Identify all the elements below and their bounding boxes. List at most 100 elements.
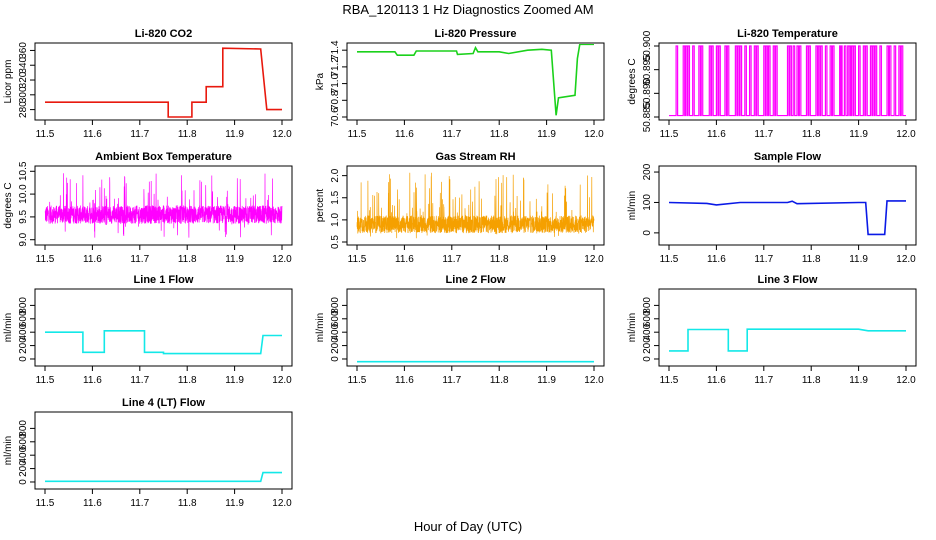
y-axis-label: degrees C [627, 58, 638, 104]
panel-title: Li-820 Temperature [737, 28, 838, 40]
y-tick-label: 70.6 [330, 107, 341, 127]
series-line [669, 45, 906, 117]
figure-x-label: Hour of Day (UTC) [414, 519, 522, 534]
x-tick-label: 11.9 [537, 254, 556, 265]
x-tick-label: 11.5 [348, 375, 367, 386]
x-tick-label: 11.7 [754, 254, 773, 265]
series-line [45, 47, 282, 118]
x-tick-label: 11.7 [130, 129, 149, 140]
x-tick-label: 11.7 [754, 129, 773, 140]
x-tick-label: 11.9 [849, 375, 868, 386]
y-tick-label: 71.4 [330, 40, 341, 60]
y-tick-label: 70.8 [330, 90, 341, 110]
x-tick-label: 11.7 [130, 375, 149, 386]
y-axis-label: ml/min [3, 313, 14, 342]
y-axis-label: ml/min [627, 313, 638, 342]
panel-4: Ambient Box Temperature degrees C 11.5 11.6… [3, 151, 293, 265]
plot-frame [34, 411, 293, 490]
series-group [45, 330, 282, 355]
plot-frame [346, 42, 605, 121]
x-tick-label: 11.8 [802, 375, 821, 386]
x-tick-label: 11.8 [490, 129, 509, 140]
x-tick-label: 12.0 [272, 254, 292, 265]
y-tick-label: 0 [330, 356, 341, 362]
y-tick-label: 360 [18, 42, 29, 59]
series-line [357, 44, 594, 116]
y-tick-label: 300 [18, 86, 29, 103]
x-tick-label: 11.5 [660, 129, 679, 140]
x-tick-label: 11.6 [395, 375, 414, 386]
y-tick-label: 400 [18, 446, 29, 463]
y-tick-label: 0 [18, 356, 29, 362]
panel-5: Gas Stream RH percent 11.5 11.6 11.7 11.8 11.9… [315, 151, 605, 265]
x-tick-label: 11.6 [707, 375, 726, 386]
panel-10: Line 4 (LT) Flow ml/min 11.5 11.6 11.7 11.8 11… [3, 397, 293, 509]
y-tick-label: 2.0 [330, 168, 341, 182]
y-tick-label: 200 [18, 460, 29, 477]
x-tick-label: 11.6 [707, 129, 726, 140]
y-tick-label: 320 [18, 71, 29, 88]
y-tick-label: 0 [642, 356, 653, 362]
series-group [45, 471, 282, 483]
figure-title: RBA_120113 1 Hz Diagnostics Zoomed AM [342, 2, 593, 17]
x-tick-label: 11.7 [442, 254, 461, 265]
x-tick-label: 11.9 [225, 375, 244, 386]
y-axis-label: ml/min [627, 191, 638, 220]
series-group [668, 200, 906, 236]
x-tick-label: 11.6 [83, 254, 102, 265]
series-group [356, 172, 595, 239]
series-line [45, 330, 282, 355]
x-tick-label: 11.5 [348, 129, 367, 140]
y-tick-label: 0.5 [330, 235, 341, 249]
y-tick-label: 800 [330, 297, 341, 314]
x-tick-label: 11.8 [802, 129, 821, 140]
x-tick-label: 12.0 [896, 375, 916, 386]
x-tick-label: 11.7 [754, 375, 773, 386]
x-tick-label: 11.9 [225, 254, 244, 265]
series-group [45, 47, 282, 118]
y-tick-label: 200 [642, 163, 653, 180]
y-tick-label: 0 [642, 230, 653, 236]
y-tick-label: 9.5 [18, 210, 29, 224]
panel-1: Li-820 CO2 Licor ppm 11.5 11.6 11.7 11.8 11.9 1… [3, 28, 293, 140]
series-group [357, 44, 594, 116]
x-tick-label: 11.8 [802, 254, 821, 265]
x-tick-label: 11.8 [490, 254, 509, 265]
panel-title: Line 4 (LT) Flow [122, 397, 205, 409]
y-tick-label: 50.900 [642, 30, 653, 61]
x-tick-label: 11.5 [36, 254, 55, 265]
x-tick-label: 11.5 [348, 254, 367, 265]
x-tick-label: 12.0 [272, 129, 292, 140]
series-line [669, 328, 906, 352]
y-tick-label: 200 [330, 337, 341, 354]
y-tick-label: 10.5 [18, 161, 29, 181]
panel-title: Gas Stream RH [435, 151, 515, 163]
plot-frame [658, 42, 917, 121]
x-tick-label: 11.9 [849, 129, 868, 140]
x-tick-label: 11.9 [225, 129, 244, 140]
panels-group: Li-820 CO2 Licor ppm 11.5 11.6 11.7 11.8 11.9 1… [3, 28, 917, 509]
panel-title: Li-820 CO2 [135, 28, 192, 40]
panel-title: Ambient Box Temperature [95, 151, 232, 163]
y-tick-label: 50.890 [642, 78, 653, 109]
x-tick-label: 11.6 [83, 498, 102, 509]
x-tick-label: 11.7 [442, 129, 461, 140]
x-tick-label: 11.5 [36, 375, 55, 386]
y-tick-label: 100 [642, 194, 653, 211]
panel-6: Sample Flow ml/min 11.5 11.6 11.7 11.8 11.9 12.… [627, 151, 917, 265]
x-tick-label: 12.0 [896, 254, 916, 265]
x-tick-label: 11.6 [395, 254, 414, 265]
y-tick-label: 800 [642, 297, 653, 314]
series-group [669, 328, 906, 352]
plot-frame [34, 42, 293, 121]
x-tick-label: 12.0 [272, 498, 292, 509]
y-axis-label: Licor ppm [3, 60, 14, 104]
y-tick-label: 71.2 [330, 57, 341, 77]
plot-frame [34, 165, 293, 246]
x-tick-label: 11.7 [130, 498, 149, 509]
y-tick-label: 400 [642, 323, 653, 340]
series-line [356, 172, 595, 239]
x-tick-label: 12.0 [896, 129, 916, 140]
y-axis-label: ml/min [315, 313, 326, 342]
